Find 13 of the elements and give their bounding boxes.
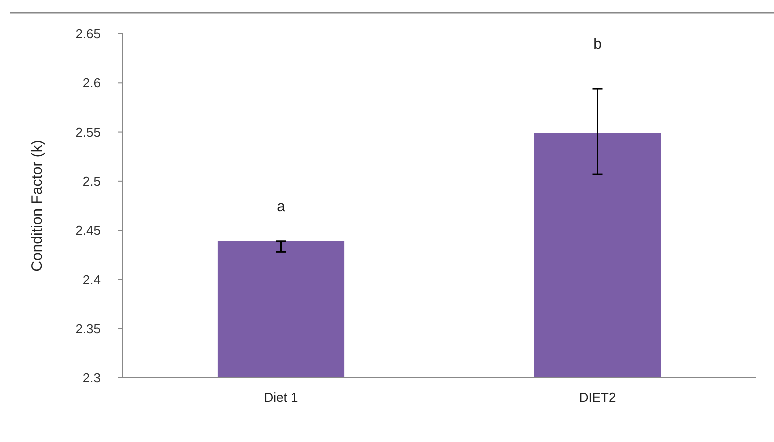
y-tick-label: 2.45: [76, 223, 101, 238]
annotation: b: [594, 36, 602, 54]
annotation: a: [277, 198, 286, 216]
y-tick-label: 2.4: [82, 272, 101, 288]
y-tick-label: 2.35: [76, 321, 101, 336]
y-axis-title: Condition Factor (k): [29, 140, 46, 272]
y-tick-label: 2.3: [82, 370, 101, 386]
x-tick-label: Diet 1: [264, 390, 298, 405]
y-tick-label: 2.55: [76, 124, 101, 140]
x-tick-label: DIET2: [579, 390, 616, 405]
y-tick-label: 2.65: [76, 26, 101, 42]
y-tick-label: 2.5: [82, 174, 101, 189]
y-tick-label: 2.6: [82, 76, 101, 91]
